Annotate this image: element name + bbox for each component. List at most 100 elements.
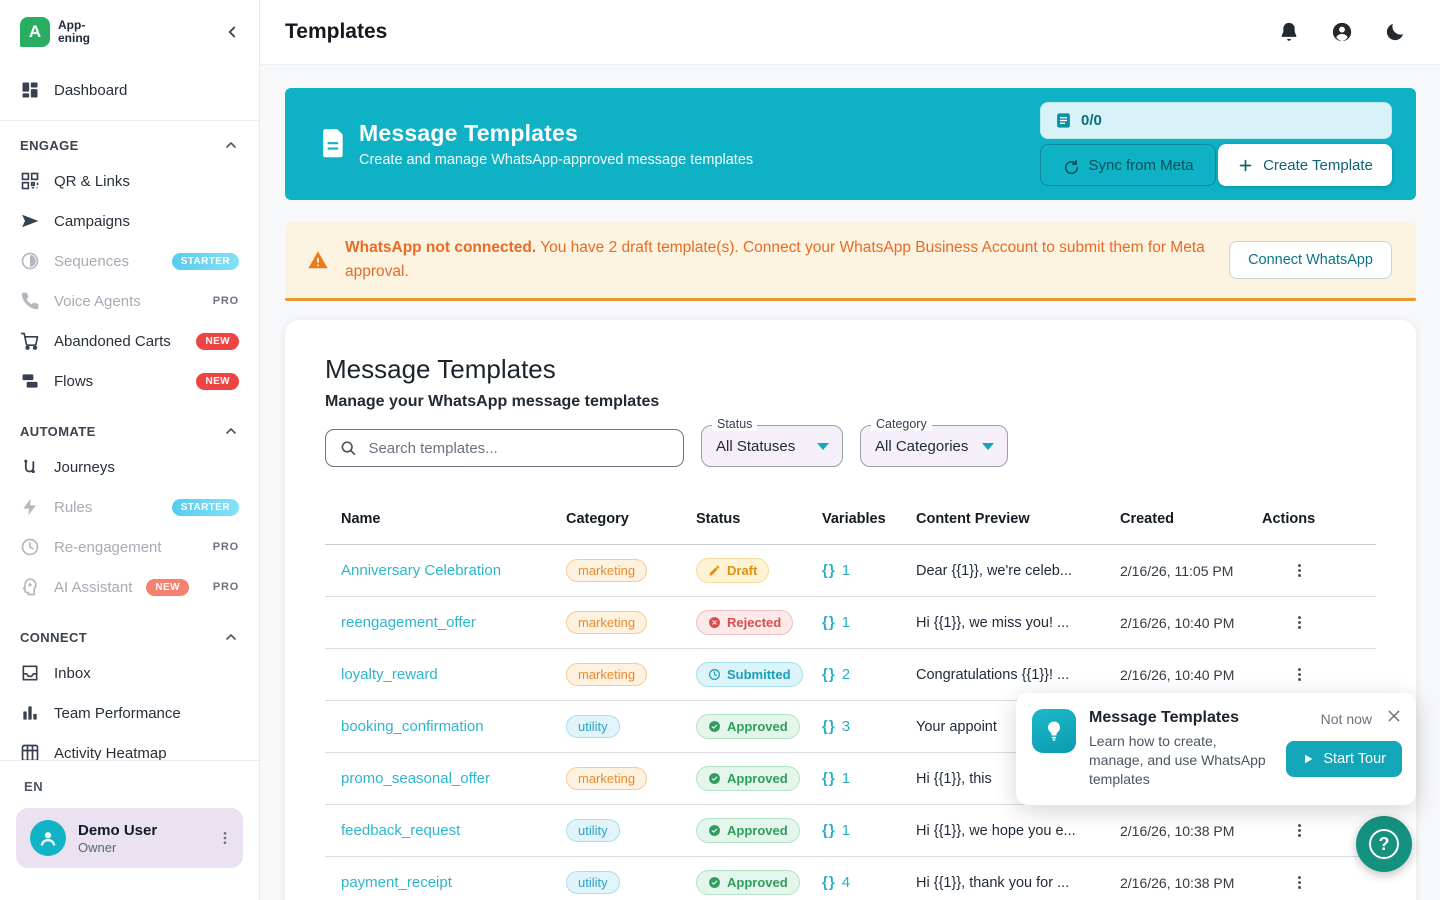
template-counter-chip: 0/0 [1040,102,1392,139]
braces-icon: {} [822,770,836,788]
user-card[interactable]: Demo User Owner [16,808,243,868]
template-name-link[interactable]: promo_seasonal_offer [341,769,490,787]
chevron-down-icon [817,442,829,450]
dashboard-icon [20,80,40,100]
template-name-link[interactable]: Anniversary Celebration [341,561,502,579]
sidebar-item-activity-heatmap[interactable]: Activity Heatmap [0,733,259,760]
pro-tag: PRO [212,295,239,307]
panel-subtitle: Manage your WhatsApp message templates [325,393,660,411]
clock-icon [709,669,720,681]
hero-controls: 0/0 Sync from Meta Create Template [1040,102,1392,186]
flows-icon [20,371,40,391]
connect-whatsapp-button[interactable]: Connect WhatsApp [1229,241,1392,280]
category-filter-select[interactable]: Category All Categories [860,417,1009,468]
row-actions-dots-icon[interactable] [1291,822,1308,839]
content-preview: Hi {{1}}, we hope you e... [916,822,1076,839]
status-badge: Draft [696,558,770,584]
new-badge: NEW [146,578,189,596]
sidebar-item-qr-links[interactable]: QR & Links [0,161,259,201]
plus-icon [1239,159,1252,171]
variables-count: {} 1 [822,614,851,632]
start-tour-button[interactable]: Start Tour [1286,741,1402,778]
row-actions-dots-icon[interactable] [1291,562,1308,579]
user-menu-dots-icon[interactable] [217,830,233,846]
avatar [30,820,66,856]
dark-mode-moon-icon[interactable] [1384,21,1406,43]
table-row: reengagement_offer marketing Rejected {}… [325,597,1376,650]
sidebar-section-automate[interactable]: AUTOMATE [0,407,259,447]
account-icon[interactable] [1331,21,1353,43]
play-icon [1305,755,1313,764]
sidebar-item-re-engagement[interactable]: Re-engagement PRO [0,527,259,567]
starter-badge: STARTER [171,252,239,270]
document-icon [321,128,347,158]
category-badge: marketing [566,611,648,635]
user-meta: Demo User Owner [78,822,205,855]
col-actions: Actions [1262,510,1316,527]
row-actions-dots-icon[interactable] [1291,666,1308,683]
inbox-icon [20,663,40,683]
person-icon [40,832,56,846]
col-category: Category [566,510,629,527]
template-name-link[interactable]: feedback_request [341,821,461,839]
sidebar-item-campaigns[interactable]: Campaigns [0,201,259,241]
row-actions-dots-icon[interactable] [1291,874,1308,891]
send-icon [20,211,40,231]
sidebar-item-sequences[interactable]: Sequences STARTER [0,241,259,281]
col-variables: Variables [822,510,886,527]
not-now-button[interactable]: Not now [1320,711,1372,728]
template-name-link[interactable]: payment_receipt [341,873,452,891]
sidebar-section-engage[interactable]: ENGAGE [0,121,259,161]
braces-icon: {} [822,874,836,892]
braces-icon: {} [822,718,836,736]
col-name: Name [341,510,381,527]
language-switcher[interactable]: EN [24,779,44,794]
sidebar-item-team-performance[interactable]: Team Performance [0,693,259,733]
col-created: Created [1120,510,1174,527]
template-name-link[interactable]: loyalty_reward [341,665,438,683]
sidebar-item-journeys[interactable]: Journeys [0,447,259,487]
sidebar-item-abandoned-carts[interactable]: Abandoned Carts NEW [0,321,259,361]
sidebar-item-label: Journeys [54,458,115,476]
sidebar-item-label: Flows [54,372,94,390]
created-date: 2/16/26, 10:40 PM [1120,614,1235,631]
create-template-button[interactable]: Create Template [1218,144,1392,186]
lightning-icon [20,497,40,517]
pro-tag: PRO [212,541,239,553]
brand-logo[interactable]: A App- ening [20,17,90,47]
help-fab-button[interactable]: ? [1356,816,1412,872]
template-name-link[interactable]: booking_confirmation [341,717,484,735]
sidebar-item-dashboard[interactable]: Dashboard [0,70,259,110]
close-icon[interactable] [1386,708,1402,724]
sidebar-item-ai-assistant[interactable]: AI Assistant NEW PRO [0,567,259,607]
sidebar-section-connect[interactable]: CONNECT [0,613,259,653]
sync-from-meta-button[interactable]: Sync from Meta [1040,144,1216,186]
sidebar-item-voice-agents[interactable]: Voice Agents PRO [0,281,259,321]
sidebar-item-flows[interactable]: Flows NEW [0,361,259,401]
sidebar-footer: EN Demo User Owner [0,760,259,900]
sidebar-item-label: QR & Links [54,172,130,190]
variables-count: {} 1 [822,822,851,840]
sidebar-nav: Dashboard ENGAGE QR & Links Campaigns [0,64,259,760]
search-input[interactable] [368,439,669,457]
category-badge: marketing [566,663,648,687]
template-name-link[interactable]: reengagement_offer [341,613,476,631]
question-mark-icon: ? [1369,829,1399,859]
sidebar-collapse-button[interactable] [223,23,241,41]
section-title: ENGAGE [20,137,79,153]
x-circle-icon [709,617,720,628]
sidebar-item-label: Campaigns [54,212,130,230]
status-badge: Submitted [696,662,803,688]
sidebar-item-inbox[interactable]: Inbox [0,653,259,693]
status-badge: Approved [696,766,800,792]
warning-text: WhatsApp not connected. You have 2 draft… [345,236,1213,284]
variables-count: {} 4 [822,874,851,892]
whatsapp-warning-banner: WhatsApp not connected. You have 2 draft… [285,222,1416,302]
search-box[interactable] [325,429,684,468]
category-filter-value: All Categories [875,437,969,455]
sidebar-item-label: Abandoned Carts [54,332,171,350]
sidebar-item-rules[interactable]: Rules STARTER [0,487,259,527]
row-actions-dots-icon[interactable] [1291,614,1308,631]
status-filter-select[interactable]: Status All Statuses [701,417,843,468]
notifications-bell-icon[interactable] [1278,21,1300,43]
